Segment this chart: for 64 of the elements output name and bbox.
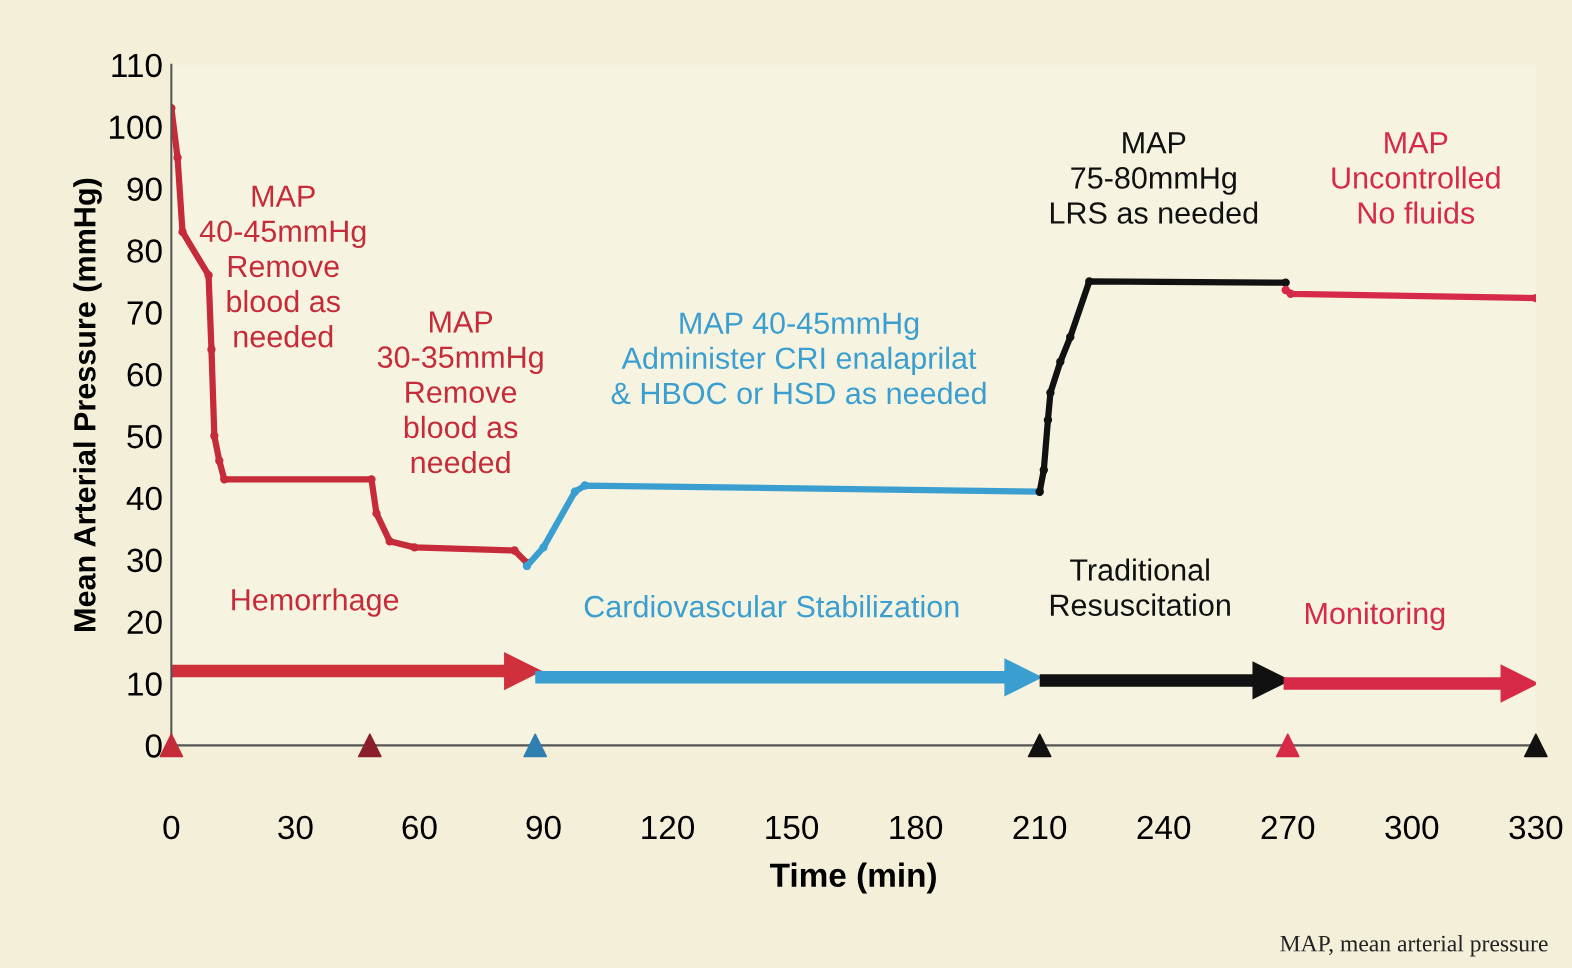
x-tick-label: 120 xyxy=(642,815,695,840)
point xyxy=(1056,357,1065,366)
y-axis-title: Mean Arterial Pressure (mmHg) xyxy=(73,178,102,631)
point xyxy=(1043,415,1053,425)
point xyxy=(1500,664,1536,703)
point xyxy=(570,487,580,496)
point xyxy=(1066,332,1075,342)
point xyxy=(215,456,224,465)
x-tick-label: 210 xyxy=(1013,815,1067,840)
annotation: Traditional Resuscitation xyxy=(1050,558,1230,616)
annotation: MAP 40-45mmHg Administer CRI enalaprilat & HBOC or HSD as needed xyxy=(611,312,986,405)
point xyxy=(357,733,382,758)
text: MAP, mean arterial pressure xyxy=(1280,934,1548,957)
y-tick-label: 90 xyxy=(127,177,162,201)
point xyxy=(1046,388,1055,397)
x-tick-label: 0 xyxy=(163,815,180,840)
point xyxy=(220,475,229,484)
point xyxy=(1027,733,1052,758)
x-tick-label: 270 xyxy=(1261,815,1315,840)
point xyxy=(410,543,419,552)
y-tick-label: 100 xyxy=(109,115,162,140)
point xyxy=(204,271,213,280)
y-tick-label: 40 xyxy=(126,486,162,511)
y-tick-label: 80 xyxy=(127,239,162,263)
point xyxy=(1286,289,1295,298)
y-tick-label: 30 xyxy=(127,548,162,573)
point xyxy=(207,345,216,354)
point xyxy=(510,546,519,555)
point xyxy=(173,153,182,162)
x-tick-label: 60 xyxy=(402,815,437,840)
x-tick-label: 180 xyxy=(890,815,943,840)
point xyxy=(539,543,548,552)
annotation: MAP 40-45mmHg Remove blood as needed xyxy=(199,185,366,348)
annotation: Monitoring xyxy=(1306,601,1445,631)
x-tick-label: 240 xyxy=(1137,815,1191,840)
point xyxy=(1281,278,1290,287)
y-tick-label: 70 xyxy=(127,301,162,325)
point xyxy=(367,475,376,484)
annotation: MAP 30-35mmHg Remove blood as needed xyxy=(377,311,543,474)
x-tick-label: 300 xyxy=(1385,815,1439,840)
y-tick-label: 110 xyxy=(112,53,162,78)
x-tick-label: 330 xyxy=(1509,815,1563,840)
point xyxy=(1004,658,1042,697)
annotation: Hemorrhage xyxy=(232,588,399,617)
point xyxy=(523,733,548,758)
point xyxy=(1085,277,1094,286)
point xyxy=(1523,733,1548,758)
x-tick-label: 150 xyxy=(766,815,819,840)
point xyxy=(178,227,187,237)
x-tick-label: 30 xyxy=(278,815,313,840)
point xyxy=(385,537,394,546)
point xyxy=(504,652,542,690)
point xyxy=(372,509,381,518)
y-tick-label: 60 xyxy=(127,362,162,387)
annotation: Cardiovascular Stabilization xyxy=(584,595,959,618)
x-axis-title: Time (min) xyxy=(770,862,936,894)
y-tick-label: 10 xyxy=(128,672,162,696)
y-tick-label: 50 xyxy=(127,424,162,449)
y-tick-label: 0 xyxy=(145,734,162,758)
annotation: MAP 75-80mmHg LRS as needed xyxy=(1050,132,1258,224)
y-tick-label: 20 xyxy=(127,610,162,635)
annotation: MAP Uncontrolled No fluids xyxy=(1332,132,1500,224)
x-tick-label: 90 xyxy=(526,815,561,840)
point xyxy=(580,481,589,490)
